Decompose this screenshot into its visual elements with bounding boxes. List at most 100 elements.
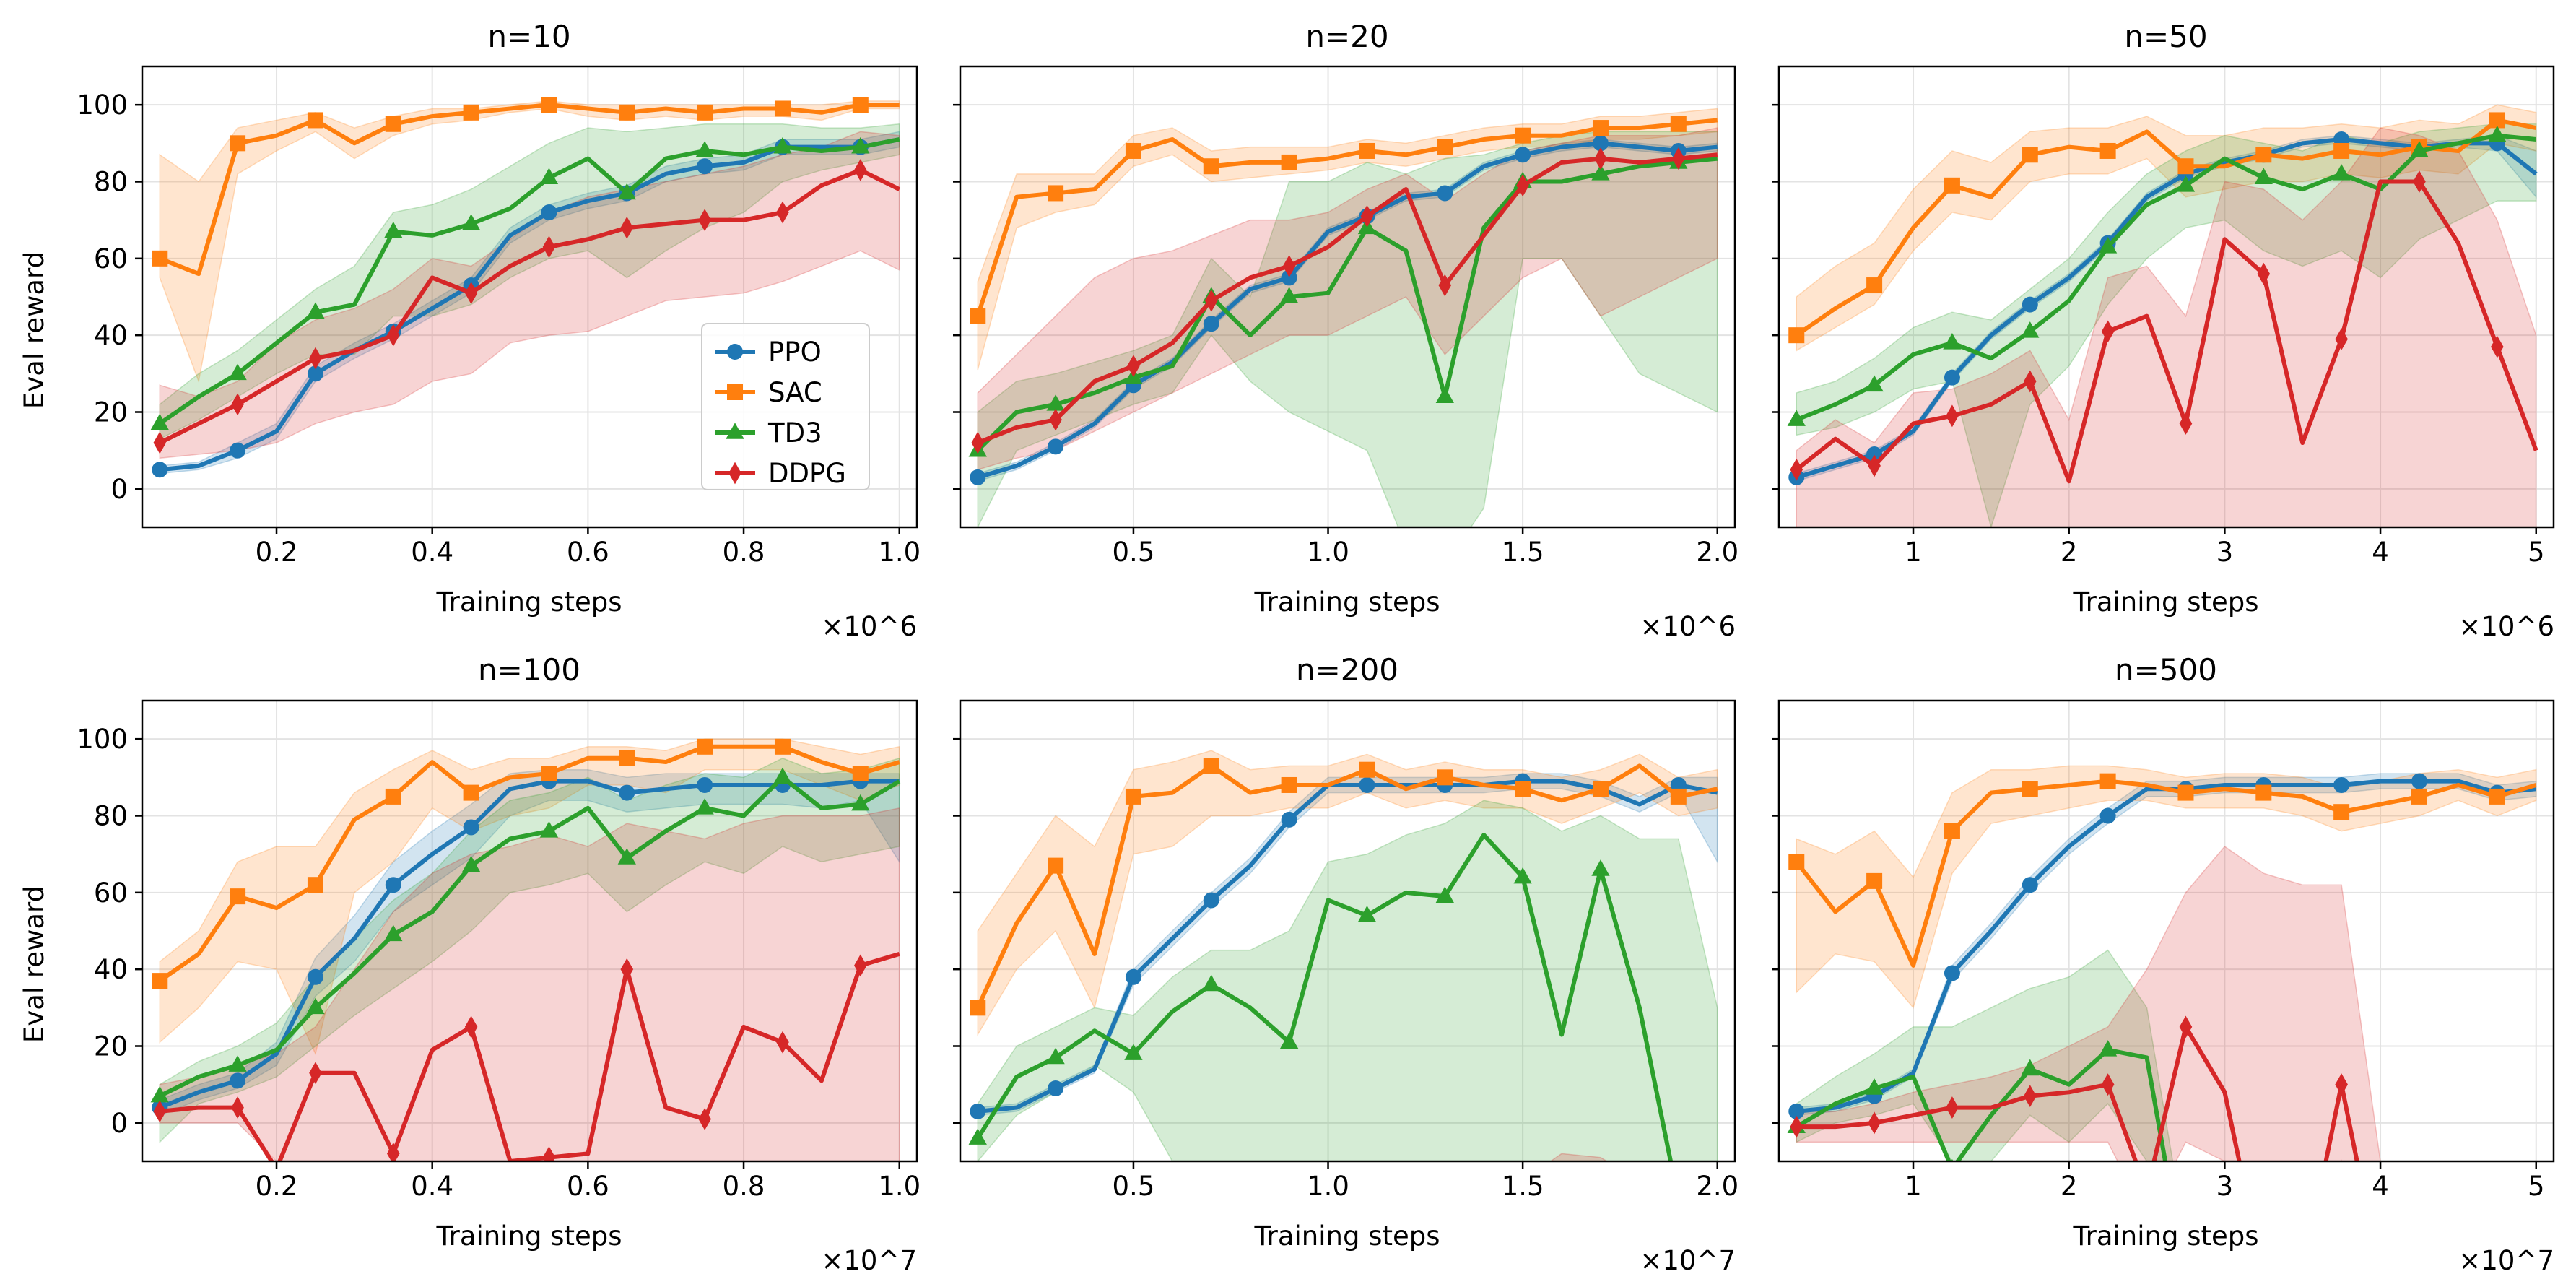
plot-area: 1 2 3 4 5	[1772, 65, 2555, 568]
ddpg-marker	[1204, 289, 1218, 312]
ddpg-marker	[231, 393, 244, 416]
legend-item-sac: SAC	[715, 377, 822, 408]
sac-marker	[1359, 761, 1375, 778]
ppo-marker	[1515, 147, 1531, 163]
td3-marker	[695, 141, 714, 157]
y-tick-label: 60	[94, 243, 128, 274]
ddpg-marker	[620, 216, 634, 239]
ddpg-line	[1795, 179, 2538, 484]
x-tick-label: 1	[1905, 537, 1922, 568]
sac-marker	[1048, 185, 1064, 202]
legend-item-ddpg: DDPG	[715, 458, 846, 489]
ppo-marker	[1281, 811, 1297, 828]
subplot-n20: n=20 Training steps ×10^6 0.5 1.0 1.5 2.0	[953, 19, 1739, 642]
legend: PPO SAC TD3 DDPG	[701, 323, 870, 490]
td3-marker	[461, 855, 481, 872]
x-tick-label: 2	[2061, 537, 2078, 568]
td3-marker	[384, 221, 403, 238]
y-tick-label: 40	[94, 320, 128, 351]
ppo-marker	[2099, 807, 2116, 824]
ddpg-marker	[698, 209, 711, 232]
td3-marker	[726, 422, 744, 439]
y-tick-label: 60	[94, 878, 128, 909]
x-tick-label: 1.5	[1502, 1171, 1544, 1202]
sac-marker	[307, 112, 323, 129]
sac-marker	[1944, 177, 1960, 194]
x-multiplier-label: ×10^7	[2458, 1245, 2554, 1274]
x-multiplier-label: ×10^6	[1640, 611, 1736, 642]
td3-marker	[1591, 164, 1610, 181]
ppo-marker	[230, 442, 246, 459]
sac-marker	[852, 766, 869, 782]
td3-line	[1796, 133, 2537, 422]
ddpg-marker	[2101, 1073, 2115, 1096]
x-multiplier-label: ×10^6	[2458, 611, 2554, 642]
ddpg-marker	[1790, 458, 1803, 481]
ddpg-marker	[2179, 412, 2193, 435]
sac-markers	[152, 97, 869, 266]
td3-markers	[150, 767, 870, 1103]
x-tick-label: 0.4	[411, 1171, 453, 1202]
td3-marker	[1513, 867, 1532, 884]
sac-marker	[1866, 872, 1883, 889]
td3-marker	[1279, 287, 1299, 303]
td3-marker	[968, 1128, 987, 1145]
ddpg-marker	[2101, 320, 2115, 343]
td3-marker	[1357, 905, 1377, 922]
td3-marker	[851, 794, 870, 811]
ddpg-marker	[1594, 147, 1607, 170]
ddpg-marker	[1049, 408, 1062, 431]
x-tick-label: 2	[2061, 1171, 2078, 1202]
ddpg-marker	[2179, 1015, 2193, 1039]
sac-confidence-band	[1796, 765, 2537, 1009]
grid	[1779, 701, 2554, 1161]
td3-marker	[617, 183, 636, 200]
ppo-marker	[152, 462, 168, 478]
subplot-title: n=100	[478, 652, 580, 688]
sac-marker	[970, 1000, 986, 1016]
sac-marker	[774, 738, 791, 755]
subplot-title: n=20	[1305, 19, 1388, 54]
td3-marker	[2176, 176, 2196, 192]
y-axis-label: Eval reward	[19, 885, 50, 1043]
ppo-marker	[230, 1072, 246, 1089]
td3-marker	[384, 924, 403, 942]
x-tick-label: 5	[2528, 1171, 2545, 1202]
axes-frame	[959, 699, 1736, 1163]
ppo-marker	[2411, 773, 2427, 789]
sac-marker	[1048, 857, 1064, 874]
x-axis-label: Training steps	[1253, 586, 1440, 618]
sac-marker	[2255, 147, 2272, 163]
x-tick-label: 1.0	[878, 1171, 921, 1202]
ddpg-marker	[464, 282, 478, 305]
sac-marker	[541, 766, 557, 782]
subplot-title: n=200	[1296, 652, 1398, 688]
td3-confidence-band	[977, 800, 1718, 1161]
ppo-marker	[1866, 446, 1883, 462]
sac-marker	[1515, 127, 1531, 144]
sac-marker	[463, 104, 479, 121]
sac-marker	[385, 116, 401, 132]
x-tick-label: 0.5	[1113, 1171, 1155, 1202]
x-axis-label: Training steps	[435, 586, 622, 618]
ddpg-confidence-band	[977, 127, 1718, 471]
ppo-marker	[697, 776, 713, 793]
ddpg-markers	[1790, 1015, 2348, 1138]
axes-frame	[959, 65, 1736, 529]
ppo-marker	[1944, 965, 1960, 982]
sac-marker	[2099, 773, 2116, 789]
y-tick-label: 20	[94, 397, 128, 428]
td3-marker	[539, 168, 559, 184]
ppo-marker	[1048, 438, 1064, 455]
ddpg-marker	[464, 1015, 478, 1039]
ppo-confidence-band	[1796, 134, 2537, 482]
ddpg-line	[158, 168, 901, 445]
ddpg-markers	[153, 159, 867, 454]
sac-confidence-band	[977, 108, 1718, 370]
series-layer	[968, 108, 1718, 527]
sac-marker	[1515, 781, 1531, 797]
td3-marker	[1435, 386, 1454, 404]
td3-markers	[1787, 1040, 2118, 1161]
ddpg-confidence-band	[1796, 846, 2537, 1161]
